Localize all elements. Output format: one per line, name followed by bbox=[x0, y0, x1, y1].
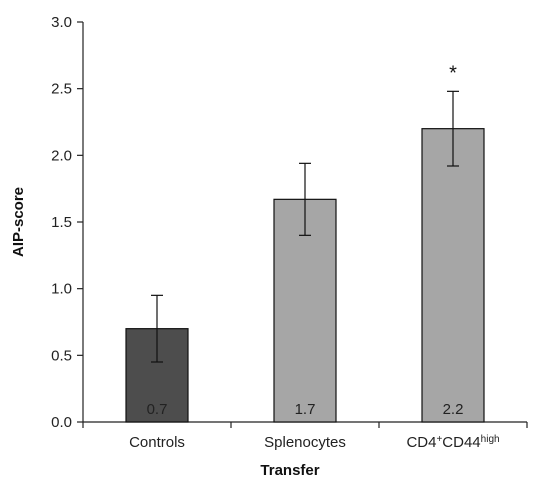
category-text: CD4 bbox=[406, 434, 436, 451]
error-bars-group bbox=[151, 90, 459, 363]
y-tick-label: 2.5 bbox=[51, 81, 72, 98]
x-category-label: Splenocytes bbox=[264, 434, 346, 451]
category-text: Controls bbox=[129, 434, 185, 451]
bar bbox=[273, 198, 337, 423]
y-axis-title: AIP-score bbox=[10, 187, 27, 257]
bar-value-label: 2.2 bbox=[443, 401, 464, 418]
category-text: CD44 bbox=[442, 434, 480, 451]
y-tick-label: 1.0 bbox=[51, 281, 72, 298]
y-tick-label: 0.0 bbox=[51, 414, 72, 431]
labels-group: 0.7 Controls 1.7 Splenocytes * 2.2 CD4+CD44hig… bbox=[129, 62, 499, 451]
y-tick-label: 3.0 bbox=[51, 14, 72, 31]
category-superscript: high bbox=[481, 434, 500, 445]
y-tick-label: 1.5 bbox=[51, 214, 72, 231]
y-tick-label: 2.0 bbox=[51, 147, 72, 164]
category-text: Splenocytes bbox=[264, 434, 346, 451]
y-tick-label: 0.5 bbox=[51, 347, 72, 364]
significance-marker: * bbox=[449, 62, 457, 84]
x-axis-title: Transfer bbox=[260, 462, 319, 479]
bar bbox=[125, 328, 189, 423]
x-category-label: CD4+CD44high bbox=[406, 434, 499, 452]
x-category-label: Controls bbox=[129, 434, 185, 451]
bar-value-label: 0.7 bbox=[147, 401, 168, 418]
bar-value-label: 1.7 bbox=[295, 401, 316, 418]
bars-group bbox=[125, 128, 485, 423]
bar bbox=[421, 128, 485, 423]
category-superscript: + bbox=[436, 434, 442, 445]
